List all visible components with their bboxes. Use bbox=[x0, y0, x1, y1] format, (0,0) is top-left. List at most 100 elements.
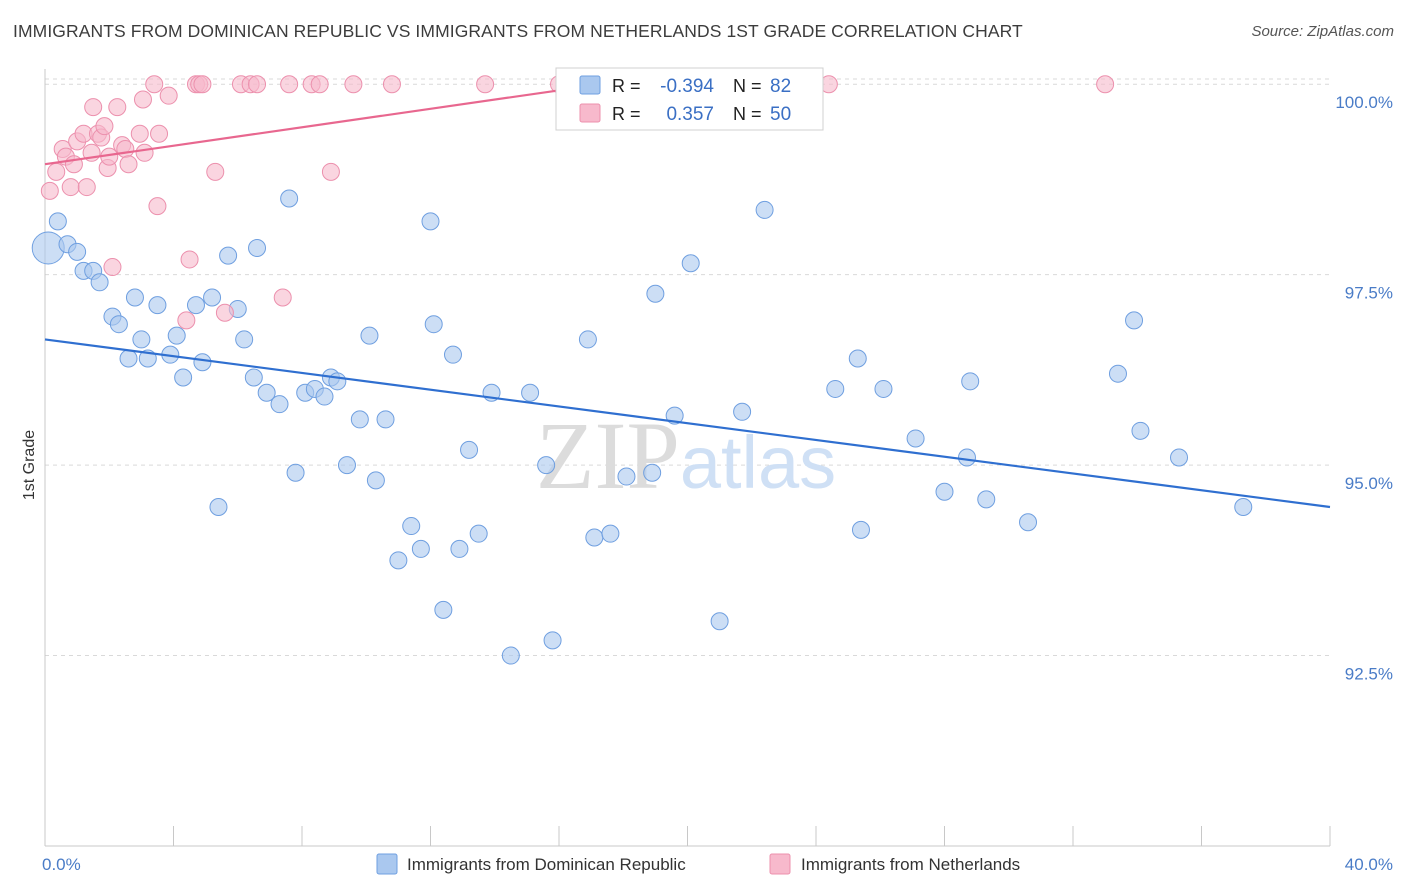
legend-r-value-2: 0.357 bbox=[666, 104, 714, 125]
legend-n-value-1: 82 bbox=[770, 76, 791, 97]
point-netherlands-24 bbox=[145, 75, 164, 94]
point-dominican-70 bbox=[906, 429, 925, 448]
point-dominican-69 bbox=[874, 379, 893, 398]
y-axis-title: 1st Grade bbox=[21, 430, 38, 500]
point-dominican-73 bbox=[961, 372, 980, 391]
point-dominican-10 bbox=[125, 288, 144, 307]
chart-source: Source: ZipAtlas.com bbox=[1251, 23, 1394, 40]
point-dominican-37 bbox=[360, 326, 379, 345]
point-netherlands-0 bbox=[40, 181, 59, 200]
legend-bottom-swatch-pink bbox=[769, 853, 791, 875]
point-dominican-77 bbox=[1125, 311, 1144, 330]
point-dominican-51 bbox=[501, 646, 520, 665]
trend-lines bbox=[44, 86, 1331, 509]
point-dominican-63 bbox=[710, 612, 729, 631]
point-netherlands-34 bbox=[215, 303, 234, 322]
point-dominican-65 bbox=[755, 200, 774, 219]
legend-r-label-2: R = bbox=[612, 104, 641, 124]
point-netherlands-17 bbox=[108, 98, 127, 117]
point-netherlands-19 bbox=[116, 139, 135, 158]
legend-swatch-pink bbox=[579, 103, 601, 123]
point-dominican-44 bbox=[424, 315, 443, 334]
point-dominican-80 bbox=[1234, 498, 1253, 517]
point-dominican-36 bbox=[350, 410, 369, 429]
point-dominican-53 bbox=[537, 456, 556, 475]
point-dominican-27 bbox=[270, 395, 289, 414]
point-dominican-76 bbox=[1108, 364, 1127, 383]
point-dominican-49 bbox=[469, 524, 488, 543]
point-dominican-64 bbox=[733, 402, 752, 421]
point-netherlands-20 bbox=[119, 155, 138, 174]
point-dominican-67 bbox=[848, 349, 867, 368]
legend-r-value-1: -0.394 bbox=[660, 76, 714, 97]
legend-bottom-swatch-blue bbox=[376, 853, 398, 875]
point-netherlands-10 bbox=[84, 98, 103, 117]
y-tick-label-1: 95.0% bbox=[1345, 474, 1393, 493]
legend-n-label-2: N = bbox=[733, 104, 762, 124]
point-dominican-42 bbox=[411, 539, 430, 558]
point-netherlands-26 bbox=[150, 124, 169, 143]
y-tick-label-2: 97.5% bbox=[1345, 284, 1393, 303]
point-dominican-3 bbox=[68, 242, 87, 261]
y-tick-label-0: 92.5% bbox=[1345, 665, 1393, 684]
point-dominican-23 bbox=[235, 330, 254, 349]
point-netherlands-37 bbox=[248, 75, 267, 94]
point-dominican-72 bbox=[957, 448, 976, 467]
series-dominican-republic bbox=[31, 189, 1253, 665]
point-dominican-24 bbox=[244, 368, 263, 387]
point-dominican-34 bbox=[328, 372, 347, 391]
point-dominican-16 bbox=[174, 368, 193, 387]
point-dominican-11 bbox=[132, 330, 151, 349]
point-dominican-35 bbox=[337, 456, 356, 475]
point-dominican-52 bbox=[521, 383, 540, 402]
point-netherlands-33 bbox=[206, 162, 225, 181]
point-netherlands-45 bbox=[476, 75, 495, 94]
point-dominican-1 bbox=[48, 212, 67, 231]
point-netherlands-41 bbox=[310, 75, 329, 94]
point-netherlands-28 bbox=[177, 311, 196, 330]
point-dominican-71 bbox=[935, 482, 954, 501]
point-netherlands-4 bbox=[61, 178, 80, 197]
point-dominican-41 bbox=[402, 517, 421, 536]
point-netherlands-42 bbox=[321, 162, 340, 181]
trend-line-netherlands bbox=[44, 86, 576, 166]
point-netherlands-49 bbox=[1096, 75, 1115, 94]
watermark: ZIPatlas bbox=[536, 402, 836, 509]
point-dominican-13 bbox=[148, 296, 167, 315]
point-dominican-56 bbox=[585, 528, 604, 547]
point-dominican-74 bbox=[977, 490, 996, 509]
point-dominican-38 bbox=[366, 471, 385, 490]
series-legend: Immigrants from Dominican Republic Immig… bbox=[376, 853, 1020, 875]
correlation-legend: R = -0.394 N = 82 R = 0.357 N = 50 bbox=[555, 67, 824, 131]
y-tick-label-3: 100.0% bbox=[1335, 93, 1393, 112]
point-dominican-21 bbox=[219, 246, 238, 265]
point-netherlands-38 bbox=[273, 288, 292, 307]
point-dominican-20 bbox=[209, 498, 228, 517]
x-tick-labels: 0.0% 40.0% bbox=[42, 855, 1393, 874]
point-netherlands-8 bbox=[77, 178, 96, 197]
legend-bottom-label-blue: Immigrants from Dominican Republic bbox=[407, 855, 686, 874]
point-dominican-9 bbox=[119, 349, 138, 368]
point-netherlands-21 bbox=[130, 124, 149, 143]
point-netherlands-32 bbox=[193, 75, 212, 94]
point-netherlands-27 bbox=[159, 86, 178, 105]
point-netherlands-22 bbox=[133, 90, 152, 109]
point-dominican-32 bbox=[315, 387, 334, 406]
point-dominican-46 bbox=[443, 345, 462, 364]
point-dominican-60 bbox=[646, 284, 665, 303]
point-dominican-66 bbox=[826, 379, 845, 398]
point-dominican-17 bbox=[186, 296, 205, 315]
legend-swatch-blue bbox=[579, 75, 601, 95]
legend-n-value-2: 50 bbox=[770, 104, 791, 125]
watermark-atlas: atlas bbox=[680, 421, 836, 504]
axes bbox=[44, 69, 1331, 847]
point-dominican-75 bbox=[1019, 513, 1038, 532]
point-netherlands-44 bbox=[382, 75, 401, 94]
point-dominican-28 bbox=[280, 189, 299, 208]
point-netherlands-25 bbox=[148, 197, 167, 216]
y-tick-labels: 92.5% 95.0% 97.5% 100.0% bbox=[1335, 93, 1393, 683]
point-dominican-48 bbox=[460, 440, 479, 459]
point-dominican-79 bbox=[1170, 448, 1189, 467]
point-netherlands-23 bbox=[135, 143, 154, 162]
